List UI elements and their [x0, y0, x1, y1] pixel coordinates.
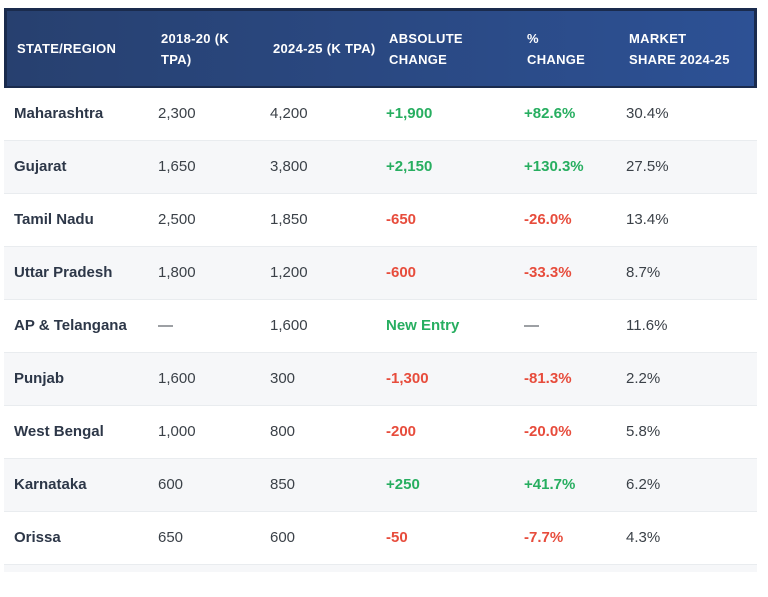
cell-state-name: Gujarat: [14, 158, 67, 175]
cell-2018-20-value: 1,800: [158, 264, 196, 281]
cell-absolute-change: -650: [386, 211, 417, 228]
cell-market-share: 11.6%: [626, 317, 668, 334]
cell-2018-20-value: 2,500: [158, 211, 196, 228]
table-row: Gujarat 1,650 3,800 +2,150 +130.3% 27.5%: [4, 140, 757, 193]
cell-pct-change: —: [524, 317, 539, 334]
table-row: West Bengal 1,000 800 -200 -20.0% 5.8%: [4, 405, 757, 458]
cell-2018-20-value: 650: [158, 529, 184, 546]
next-row-partial: [4, 564, 757, 572]
table-header-row: STATE/REGION 2018-20 (K TPA) 2024-25 (K …: [4, 8, 757, 88]
column-header-state-region: STATE/REGION: [17, 41, 117, 56]
cell-market-share: 5.8%: [626, 423, 661, 440]
cell-2024-25-value: 4,200: [270, 105, 308, 122]
cell-absolute-change: +250: [386, 476, 420, 493]
cell-state-name: Karnataka: [14, 476, 87, 493]
cell-market-share: 2.2%: [626, 370, 661, 387]
cell-market-share: 27.5%: [626, 158, 669, 175]
cell-pct-change: +82.6%: [524, 105, 576, 122]
cell-state-name: AP & Telangana: [14, 317, 127, 334]
cell-absolute-change: -1,300: [386, 370, 429, 387]
cell-pct-change: -20.0%: [524, 423, 572, 440]
column-header-2018-20: 2018-20 (K TPA): [161, 30, 230, 67]
cell-state-name: West Bengal: [14, 423, 104, 440]
cell-2024-25-value: 1,600: [270, 317, 308, 334]
cell-2024-25-value: 300: [270, 370, 296, 387]
table-row: Orissa 650 600 -50 -7.7% 4.3%: [4, 511, 757, 564]
cell-2024-25-value: 600: [270, 529, 296, 546]
cell-2018-20-value: 1,600: [158, 370, 196, 387]
cell-2024-25-value: 800: [270, 423, 296, 440]
cell-pct-change: -26.0%: [524, 211, 572, 228]
cell-state-name: Punjab: [14, 370, 65, 387]
cell-market-share: 30.4%: [626, 105, 669, 122]
cell-pct-change: -33.3%: [524, 264, 572, 281]
cell-absolute-change: +2,150: [386, 158, 433, 175]
cell-absolute-change: -600: [386, 264, 417, 281]
cell-2024-25-value: 3,800: [270, 158, 308, 175]
table-row: Punjab 1,600 300 -1,300 -81.3% 2.2%: [4, 352, 757, 405]
cell-absolute-change: +1,900: [386, 105, 433, 122]
table-row: Tamil Nadu 2,500 1,850 -650 -26.0% 13.4%: [4, 193, 757, 246]
cell-market-share: 4.3%: [626, 529, 661, 546]
cell-absolute-change: New Entry: [386, 317, 460, 334]
column-header-pct-change: % CHANGE: [527, 30, 586, 67]
cell-2018-20-value: 1,650: [158, 158, 196, 175]
cell-state-name: Orissa: [14, 529, 61, 546]
table-row: Uttar Pradesh 1,800 1,200 -600 -33.3% 8.…: [4, 246, 757, 299]
table-row: Maharashtra 2,300 4,200 +1,900 +82.6% 30…: [4, 88, 757, 140]
cell-pct-change: -7.7%: [524, 529, 564, 546]
table-row: Karnataka 600 850 +250 +41.7% 6.2%: [4, 458, 757, 511]
cell-state-name: Uttar Pradesh: [14, 264, 113, 281]
cell-state-name: Tamil Nadu: [14, 211, 94, 228]
cell-2018-20-value: —: [158, 317, 173, 334]
cell-2024-25-value: 1,850: [270, 211, 308, 228]
cell-pct-change: -81.3%: [524, 370, 572, 387]
cell-state-name: Maharashtra: [14, 105, 104, 122]
column-header-market-share: MARKET SHARE 2024-25: [629, 30, 730, 67]
cell-2018-20-value: 1,000: [158, 423, 196, 440]
state-production-table: STATE/REGION 2018-20 (K TPA) 2024-25 (K …: [4, 8, 757, 572]
table-row: AP & Telangana — 1,600 New Entry — 11.6%: [4, 299, 757, 352]
cell-market-share: 8.7%: [626, 264, 661, 281]
cell-absolute-change: -50: [386, 529, 408, 546]
column-header-2024-25: 2024-25 (K TPA): [273, 41, 376, 56]
cell-2024-25-value: 850: [270, 476, 296, 493]
cell-2024-25-value: 1,200: [270, 264, 308, 281]
cell-2018-20-value: 2,300: [158, 105, 196, 122]
column-header-absolute-change: ABSOLUTE CHANGE: [389, 30, 463, 67]
cell-2018-20-value: 600: [158, 476, 184, 493]
cell-pct-change: +41.7%: [524, 476, 576, 493]
cell-absolute-change: -200: [386, 423, 417, 440]
cell-market-share: 6.2%: [626, 476, 661, 493]
cell-market-share: 13.4%: [626, 211, 669, 228]
table-body: Maharashtra 2,300 4,200 +1,900 +82.6% 30…: [4, 88, 757, 564]
cell-pct-change: +130.3%: [524, 158, 584, 175]
